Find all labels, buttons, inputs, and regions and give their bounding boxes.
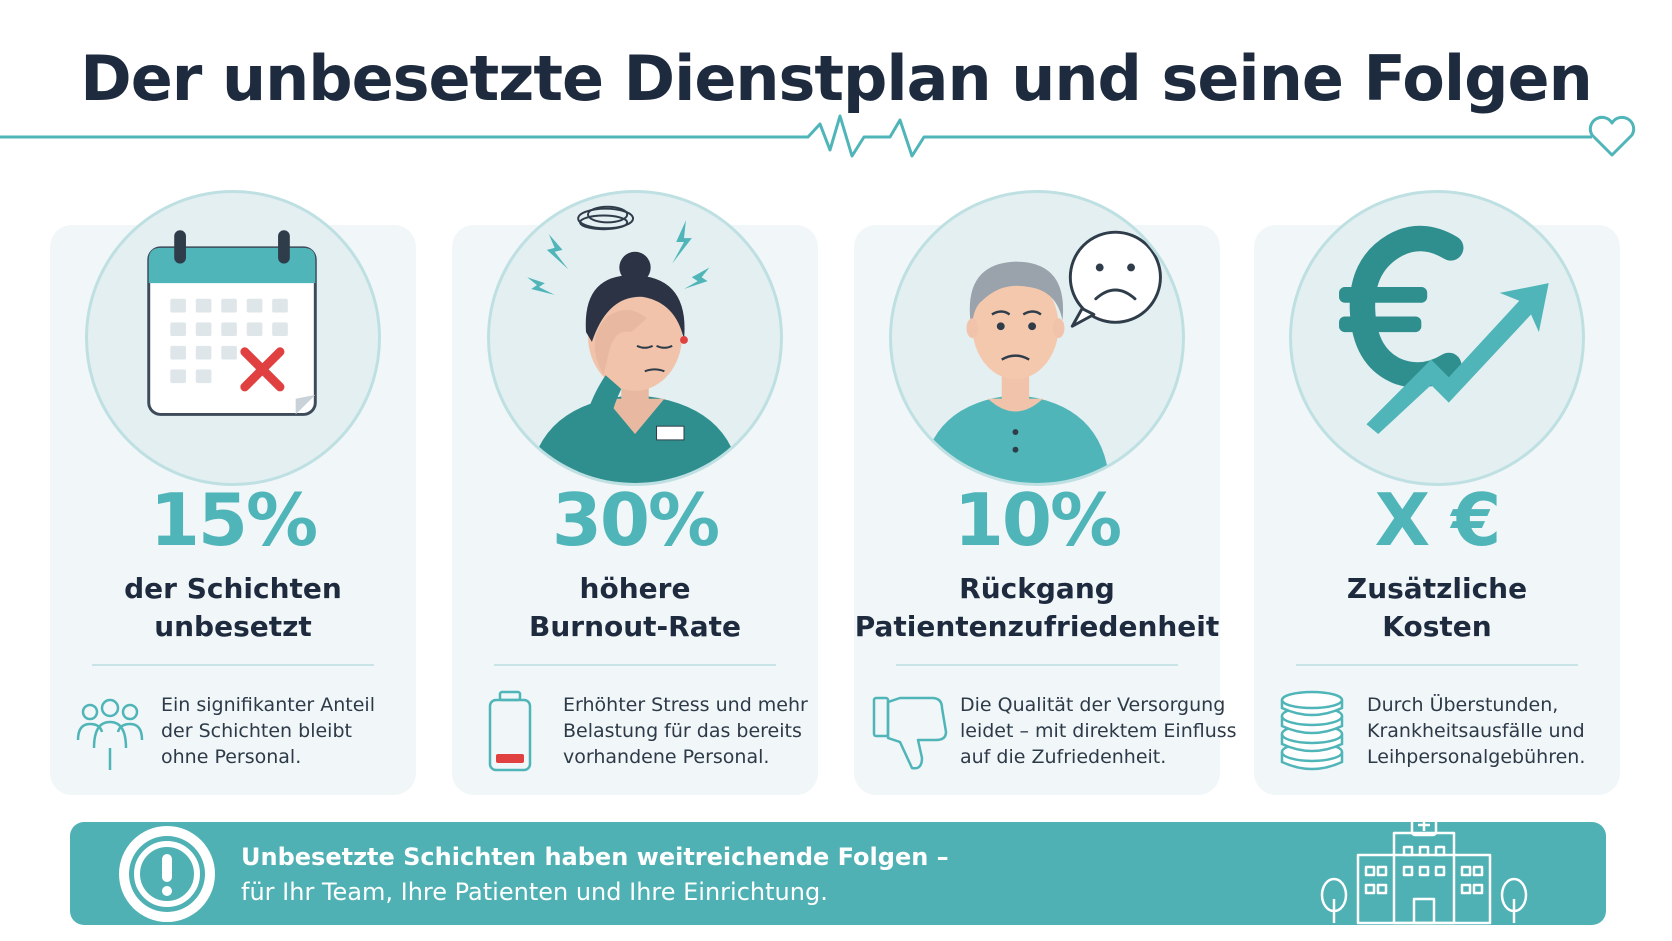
stat-value: 30% (551, 478, 720, 562)
exclamation-icon (119, 826, 215, 922)
calendar-with-x-icon (85, 190, 381, 486)
stat-label: Rückgang Patientenzufriedenheit (854, 572, 1220, 643)
stat-value: 15% (149, 478, 318, 562)
coin-stack-icon (1280, 690, 1344, 771)
summary-banner (70, 822, 1606, 925)
stat-value: X € (1374, 478, 1502, 562)
euro-rising-arrow-icon (1289, 190, 1585, 486)
team-icon (76, 698, 144, 770)
stat-description: Erhöhter Stress und mehr Belastung für da… (563, 694, 808, 768)
thumbs-down-icon (872, 696, 948, 770)
divider (896, 664, 1178, 666)
stressed-nurse-illustration (487, 190, 783, 486)
banner-headline: Unbesetzte Schichten haben weitreichende… (241, 843, 949, 871)
stat-label: höhere Burnout-Rate (528, 572, 742, 643)
divider (1296, 664, 1578, 666)
divider (92, 664, 374, 666)
stat-description: Durch Überstunden, Krankheitsausfälle und… (1367, 694, 1586, 768)
stat-description: Die Qualität der Versorgung leidet – mit … (960, 694, 1237, 768)
stat-value: 10% (953, 478, 1122, 562)
divider (494, 664, 776, 666)
low-battery-icon (488, 690, 532, 772)
page-title: Der unbesetzte Dienstplan und seine Folg… (80, 42, 1592, 115)
stat-label: der Schichten unbesetzt (124, 572, 342, 643)
stat-label: Zusätzliche Kosten (1346, 572, 1528, 643)
heart-icon (1588, 115, 1636, 157)
heartbeat-line-icon (0, 114, 1636, 158)
banner-subline: für Ihr Team, Ihre Patienten und Ihre Ei… (241, 878, 828, 906)
hospital-building-icon (1320, 815, 1528, 925)
stat-description: Ein signifikanter Anteil der Schichten bl… (161, 694, 375, 768)
unhappy-patient-illustration (889, 190, 1185, 486)
